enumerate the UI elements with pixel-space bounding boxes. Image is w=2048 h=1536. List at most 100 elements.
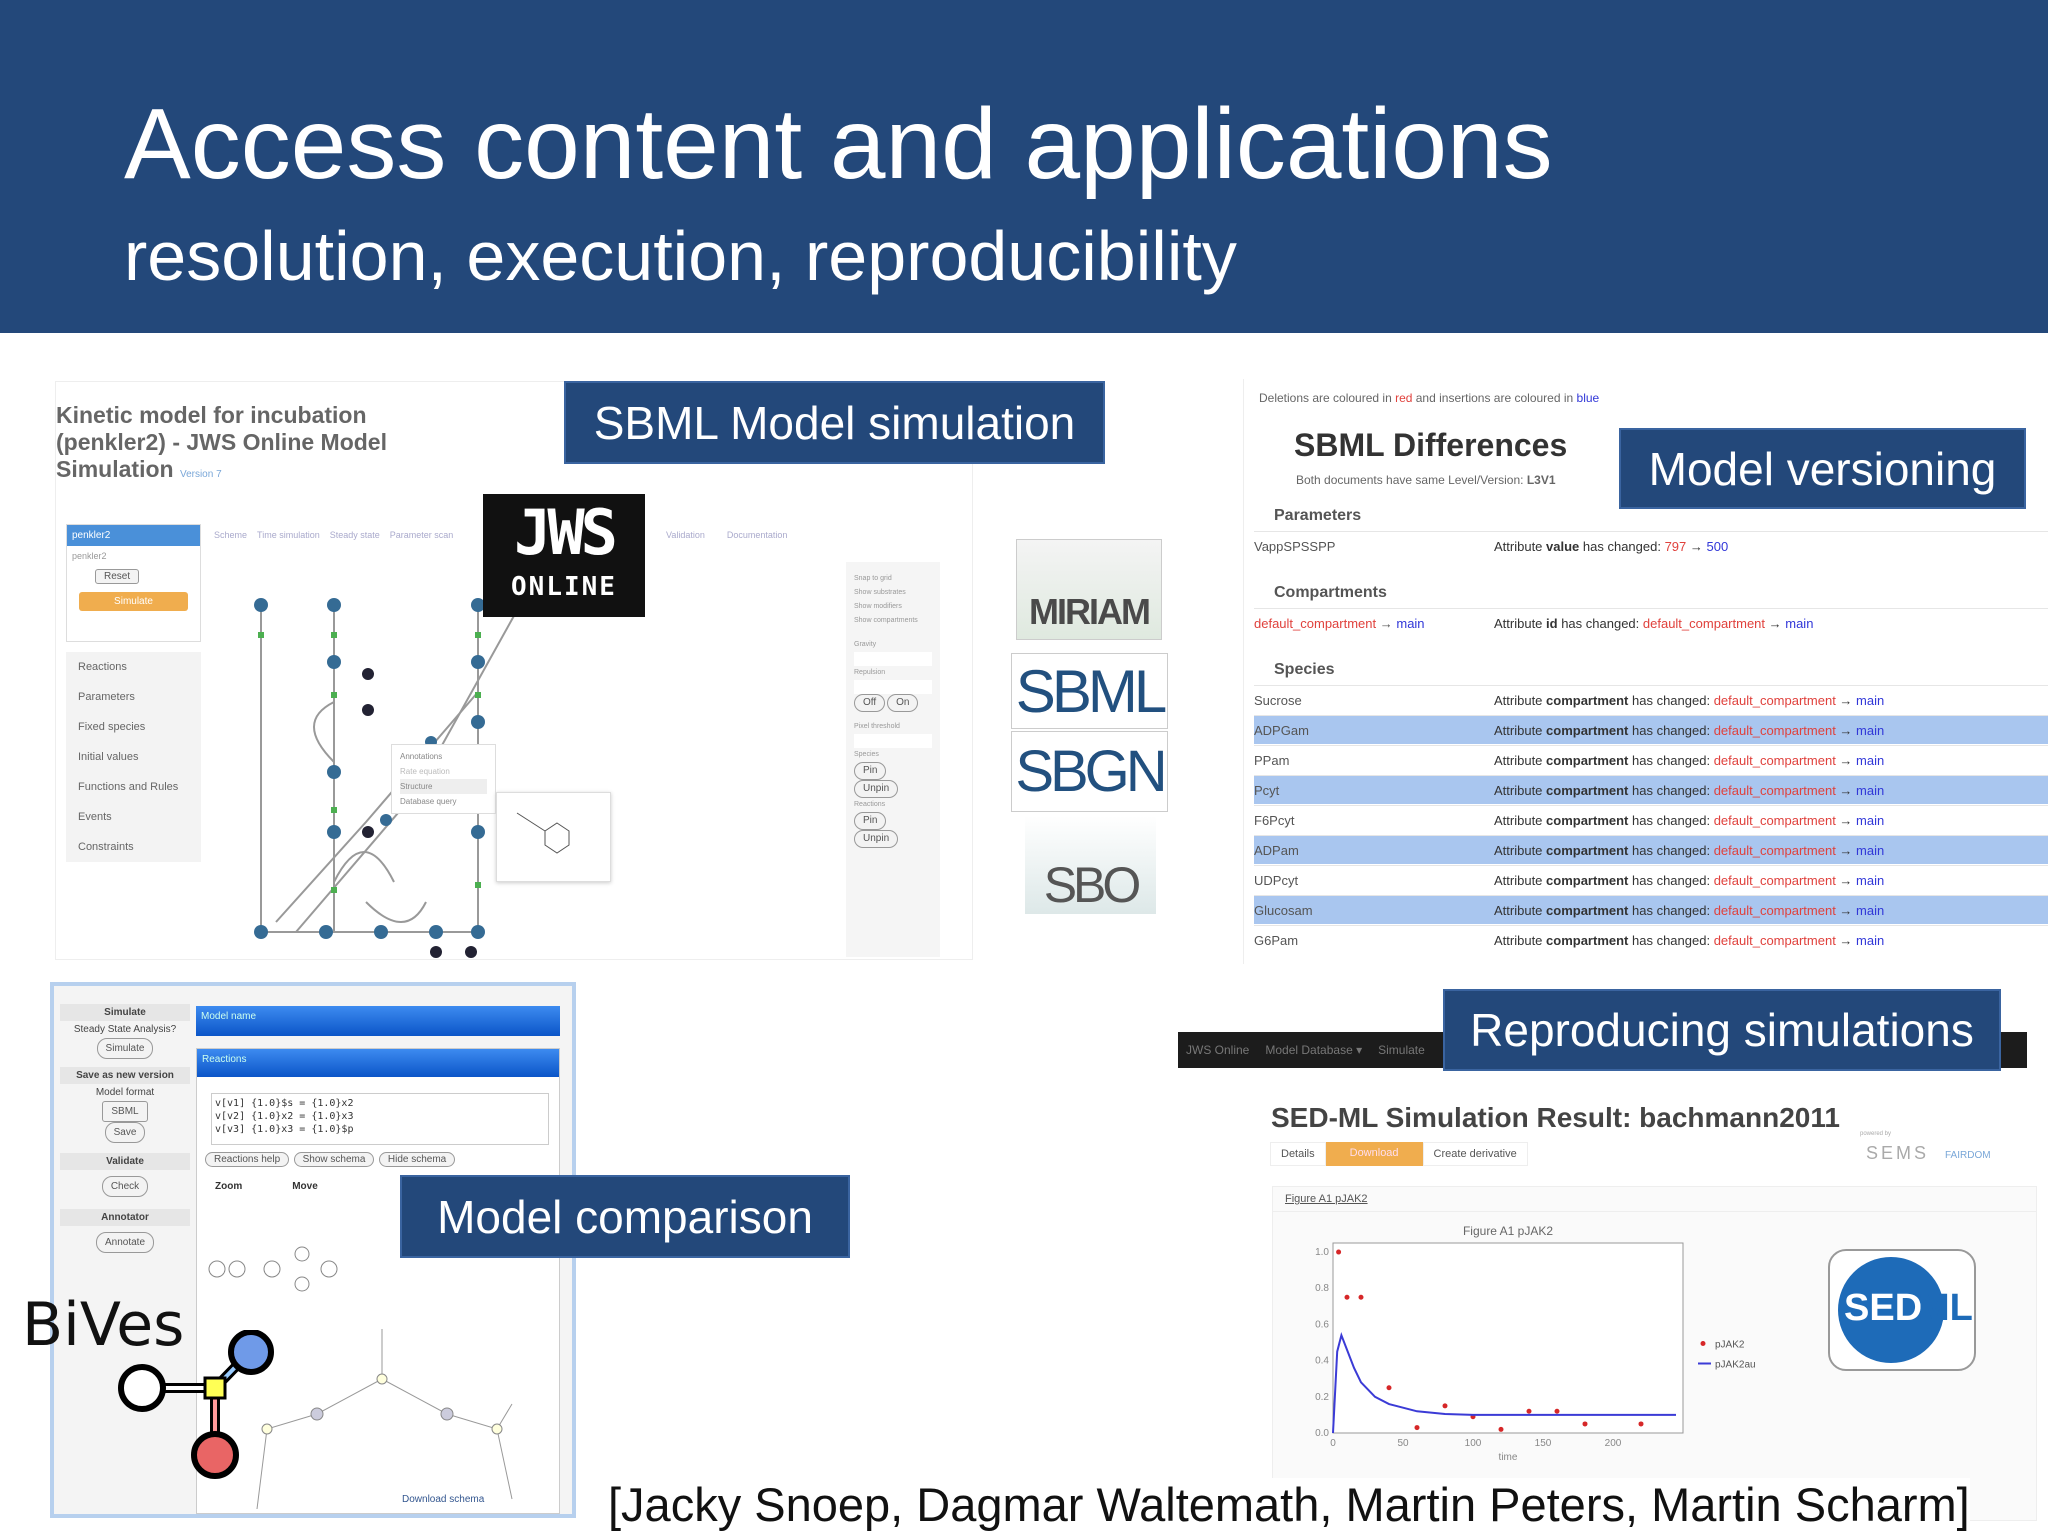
data-point-pJAK2 [1554,1408,1560,1414]
download-button[interactable]: Download [1325,1142,1423,1166]
figure-link[interactable]: Figure A1 pJAK2 [1273,1187,2036,1212]
model-name-bar[interactable]: Model name [196,1006,560,1036]
table-row: VappSPSSPP Attribute value has changed: … [1254,531,2048,560]
simulate-button[interactable]: Simulate [79,592,188,611]
sedml-logo-ml: ML [1918,1287,1973,1329]
legend-label: pJAK2 [1715,1340,1745,1351]
species-name: Glucosam [1254,902,1313,918]
jws-version[interactable]: Version 7 [179,469,222,480]
menu-item[interactable]: Rate equation [400,767,450,776]
simulate-button[interactable]: Simulate [96,1038,154,1059]
nav-model-database[interactable]: Model Database ▾ [1265,1043,1363,1057]
section-annotator: Annotator [60,1209,190,1226]
sidebar-item[interactable]: Initial values [78,751,139,763]
change-desc: Attribute compartment has changed: defau… [1494,842,1885,858]
tab[interactable]: Documentation [726,530,788,540]
setting[interactable]: Show compartments [854,617,918,624]
unpin-button[interactable]: Unpin [854,830,899,848]
sidebar-item[interactable]: Reactions [78,661,127,673]
steady-state-checkbox[interactable]: Steady State Analysis? [73,1024,177,1035]
figure-panel: Figure A1 pJAK2 Figure A1 pJAK2 0 50 100 150… [1272,1186,2037,1521]
sidebar-item[interactable]: Events [78,811,112,823]
zoom-out-icon [228,1260,246,1278]
tab[interactable]: Scheme [214,530,248,540]
bives-sidebar: Simulate Steady State Analysis? Simulate… [60,1004,190,1253]
off-button[interactable]: Off [854,694,886,712]
x-tick-label: 100 [1465,1438,1482,1449]
change-desc: Attribute compartment has changed: defau… [1494,932,1885,948]
unpin-button[interactable]: Unpin [854,780,899,798]
menu-item[interactable]: Annotations [400,752,443,761]
logo-top: JWS [514,496,618,569]
reactions-bar[interactable]: Reactions [197,1049,559,1077]
y-tick-label: 0.2 [1315,1392,1329,1403]
y-tick-label: 0.4 [1315,1356,1329,1367]
tab[interactable]: Parameter scan [389,530,454,540]
tab[interactable]: Steady state [329,530,380,540]
setting[interactable]: Snap to grid [854,575,892,582]
save-button[interactable]: Save [104,1122,146,1143]
repulsion-input[interactable] [854,680,932,694]
threshold-input[interactable] [854,734,932,748]
section-save: Save as new version [60,1067,190,1084]
menu-item[interactable]: Structure [400,779,487,794]
sidebar-item[interactable]: Fixed species [78,721,146,733]
hide-schema-button[interactable]: Hide schema [378,1152,456,1167]
schema-graph[interactable] [197,1209,561,1509]
jws-tabs-left: Scheme Time simulation Steady state Para… [214,530,453,540]
zoom-in-icon [208,1260,226,1278]
create-derivative-button[interactable]: Create derivative [1422,1142,1528,1166]
download-schema-link[interactable]: Download schema [402,1494,485,1505]
setting[interactable]: Show modifiers [854,603,902,610]
reaction-network[interactable] [236,582,756,962]
jws-online-logo: JWS ONLINE [483,494,645,617]
annotate-button[interactable]: Annotate [95,1232,155,1253]
y-tick-label: 1.0 [1315,1247,1329,1258]
sedml-toolbar: Details Download Create derivative [1270,1142,1528,1166]
pin-button[interactable]: Pin [854,762,887,780]
gravity-input[interactable] [854,652,932,666]
sidebar-item[interactable]: Functions and Rules [78,781,179,793]
change-desc: Attribute id has changed: default_compar… [1494,615,1814,631]
compartment-name: default_compartment → main [1254,615,1425,631]
menu-item[interactable]: Database query [400,797,457,806]
bives-logo: BiVes [22,1290,274,1490]
reactions-help-button[interactable]: Reactions help [205,1152,290,1167]
nav-brand[interactable]: JWS Online [1186,1043,1250,1057]
species-name: ADPGam [1254,722,1309,738]
reactions-textarea[interactable]: v[v1] {1.0}$s = {1.0}x2 v[v2] {1.0}x2 = {… [211,1093,549,1145]
table-row: PPam Attribute compartment has changed: d… [1254,745,2048,774]
sedml-chart: Figure A1 pJAK2 0 50 100 150 200 0.0 0.2 0.4 0.6 0… [1315,1224,1756,1463]
sidebar-item[interactable]: Constraints [78,841,134,853]
panel-header: penkler2 [67,525,200,546]
tab[interactable]: Validation [666,530,705,540]
bives-logo-text: BiVes [22,1290,185,1360]
model-format-label: Model format [95,1087,155,1098]
sidebar-item[interactable]: Parameters [78,691,135,703]
species-name: F6Pcyt [1254,812,1295,828]
pin-button[interactable]: Pin [854,812,887,830]
slide-subtitle: resolution, execution, reproducibility [124,217,1237,295]
move-left-icon [263,1260,281,1278]
nav-simulate[interactable]: Simulate [1378,1043,1425,1057]
move-label: Move [292,1181,318,1192]
molecule-tooltip [496,792,611,882]
miriam-logo: MIRIAM [1016,539,1162,640]
jws-screenshot: Kinetic model for incubation (penkler2) … [55,381,973,960]
format-select[interactable]: SBML [102,1101,148,1122]
sbml-text: SBML [1015,657,1167,725]
change-desc: Attribute compartment has changed: defau… [1494,812,1885,828]
data-point-pJAK2 [1386,1385,1392,1391]
change-desc: Attribute compartment has changed: defau… [1494,902,1885,918]
setting[interactable]: Show substrates [854,589,906,596]
model-versioning-label: Model versioning [1619,428,2026,509]
reset-button[interactable]: Reset [95,569,140,584]
details-button[interactable]: Details [1270,1142,1326,1166]
data-point-pJAK2 [1498,1426,1504,1432]
x-tick-label: 200 [1605,1438,1622,1449]
tab[interactable]: Time simulation [257,530,320,540]
show-schema-button[interactable]: Show schema [293,1152,375,1167]
check-button[interactable]: Check [101,1176,149,1197]
species-name: UDPcyt [1254,872,1299,888]
on-button[interactable]: On [887,694,919,712]
